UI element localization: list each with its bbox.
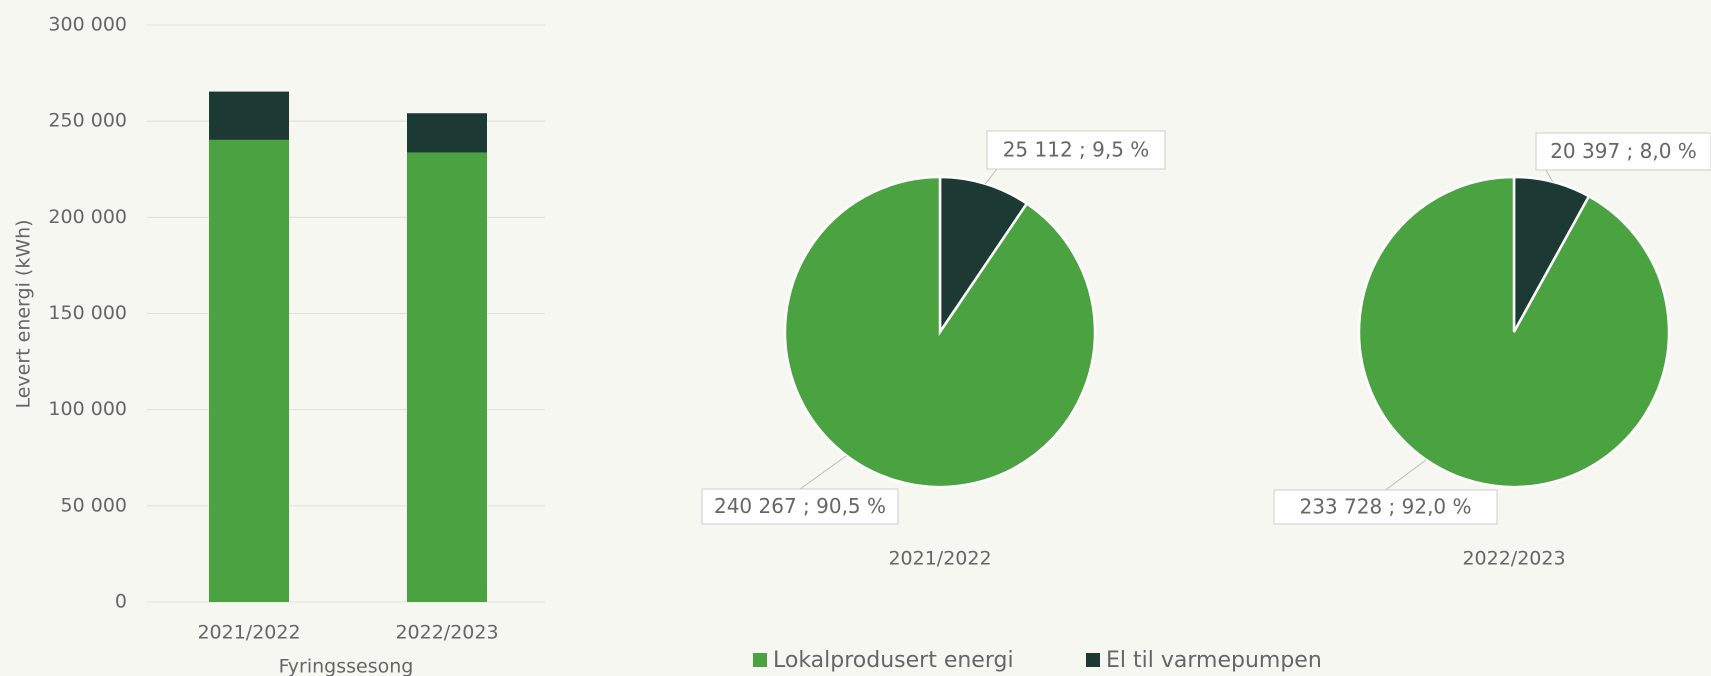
y-tick-label: 50 000 [61, 494, 127, 516]
legend-swatch [753, 653, 767, 667]
pie-slice [1357, 175, 1671, 489]
pie-slice [938, 175, 1029, 337]
y-tick-label: 250 000 [48, 110, 127, 132]
bar-segment [209, 91, 289, 140]
leader-line [1385, 459, 1427, 491]
x-axis-label: Fyringssesong [279, 656, 414, 676]
data-label-box [986, 130, 1166, 170]
pie-title: 2021/2022 [888, 548, 991, 570]
data-label-box [1273, 489, 1498, 525]
x-tick-label: 2021/2022 [197, 622, 300, 644]
y-tick-label: 200 000 [48, 206, 127, 228]
y-tick-label: 150 000 [48, 302, 127, 324]
legend-label: Lokalprodusert energi [773, 648, 1014, 673]
y-axis-label: Levert energi (kWh) [13, 219, 35, 408]
pie-slice [783, 175, 1097, 489]
y-tick-label: 0 [115, 591, 127, 613]
bar-segment [407, 152, 487, 603]
legend-label: El til varmepumpen [1106, 648, 1322, 673]
y-tick-label: 300 000 [48, 14, 127, 36]
pie-title: 2022/2023 [1462, 548, 1565, 570]
bar-segment [407, 113, 487, 153]
data-label-box [1535, 132, 1711, 171]
data-label: 25 112 ; 9,5 % [1003, 138, 1150, 162]
data-label: 20 397 ; 8,0 % [1550, 139, 1697, 163]
data-label-box [701, 488, 899, 525]
y-tick-label: 100 000 [48, 398, 127, 420]
bar-segment [209, 139, 289, 602]
data-label: 240 267 ; 90,5 % [714, 494, 886, 518]
leader-line [1545, 169, 1554, 183]
legend-swatch [1086, 653, 1100, 667]
leader-line [799, 455, 847, 490]
leader-line [985, 168, 998, 185]
data-label: 233 728 ; 92,0 % [1299, 495, 1471, 519]
x-tick-label: 2022/2023 [395, 622, 498, 644]
